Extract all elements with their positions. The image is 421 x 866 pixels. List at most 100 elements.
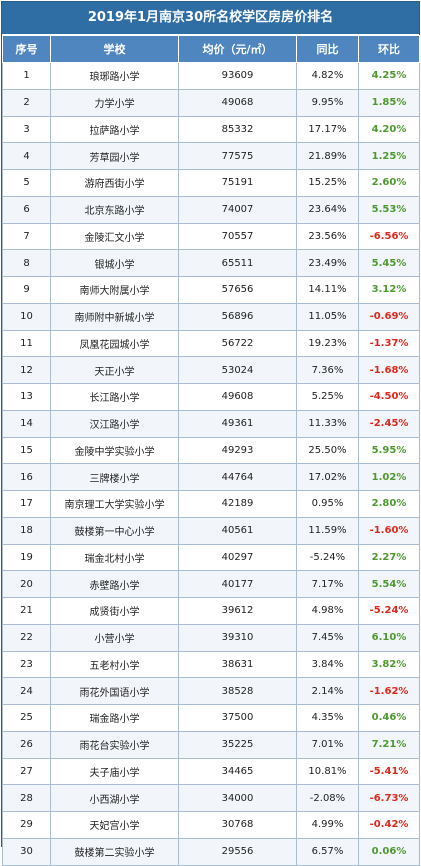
mom-cell: -4.50%: [358, 383, 420, 411]
table-row: 4 芳草园小学 77575 21.89% 1.25%: [2, 142, 420, 170]
school-cell: 瑞金北村小学: [50, 543, 179, 572]
price-cell: 49361: [178, 409, 297, 438]
yoy-cell: 7.36%: [296, 356, 359, 384]
ranking-table: 序号 学校 均价（元/㎡） 同比 环比 1 琅琊路小学 93609 4.82% 4.25…: [2, 35, 420, 866]
rank-cell: 8: [2, 249, 51, 277]
school-cell: 琅琊路小学: [50, 62, 179, 90]
price-cell: 34465: [178, 757, 297, 786]
table-row: 21 成贤街小学 39612 4.98% -5.24%: [2, 597, 420, 625]
school-cell: 天妃宫小学: [50, 811, 179, 839]
table-row: 7 金陵汇文小学 70557 23.56% -6.56%: [2, 222, 420, 251]
price-cell: 56896: [178, 302, 297, 331]
school-cell: 金陵中学实验小学: [50, 436, 179, 465]
table-row: 25 瑞金路小学 37500 4.35% 0.46%: [2, 704, 420, 732]
yoy-cell: 0.95%: [296, 490, 359, 518]
rank-cell: 17: [2, 490, 51, 518]
school-cell: 游府西街小学: [50, 169, 179, 197]
mom-cell: -0.42%: [358, 811, 420, 839]
school-cell: 银城小学: [50, 249, 179, 277]
header-rank: 序号: [2, 35, 51, 63]
yoy-cell: -5.24%: [296, 543, 359, 572]
rank-cell: 28: [2, 784, 51, 812]
table-row: 26 雨花台实验小学 35225 7.01% 7.21%: [2, 730, 420, 759]
table-title: 2019年1月南京30所名校学区房房价排名: [2, 2, 419, 35]
school-cell: 赤壁路小学: [50, 570, 179, 598]
yoy-cell: 23.64%: [296, 195, 359, 224]
rank-cell: 3: [2, 115, 51, 144]
yoy-cell: 9.95%: [296, 88, 359, 117]
mom-cell: 5.95%: [358, 436, 420, 465]
mom-cell: 2.80%: [358, 490, 420, 518]
yoy-cell: 4.35%: [296, 704, 359, 732]
table-row: 17 南京理工大学实验小学 42189 0.95% 2.80%: [2, 490, 420, 518]
rank-cell: 26: [2, 730, 51, 759]
rank-cell: 29: [2, 811, 51, 839]
table-row: 24 雨花外国语小学 38528 2.14% -1.62%: [2, 677, 420, 705]
rank-cell: 2: [2, 88, 51, 117]
rank-cell: 18: [2, 516, 51, 545]
mom-cell: -1.68%: [358, 356, 420, 384]
header-mom: 环比: [358, 35, 420, 63]
school-cell: 南京理工大学实验小学: [50, 490, 179, 518]
yoy-cell: 23.49%: [296, 249, 359, 277]
table-row: 20 赤壁路小学 40177 7.17% 5.54%: [2, 570, 420, 598]
price-cell: 38631: [178, 650, 297, 679]
yoy-cell: 14.11%: [296, 276, 359, 304]
table-row: 29 天妃宫小学 30768 4.99% -0.42%: [2, 811, 420, 839]
school-cell: 成贤街小学: [50, 597, 179, 625]
mom-cell: 3.12%: [358, 276, 420, 304]
mom-cell: 1.02%: [358, 463, 420, 491]
table-row: 19 瑞金北村小学 40297 -5.24% 2.27%: [2, 543, 420, 572]
yoy-cell: 11.05%: [296, 302, 359, 331]
price-cell: 42189: [178, 490, 297, 518]
price-cell: 35225: [178, 730, 297, 759]
yoy-cell: 25.50%: [296, 436, 359, 465]
rank-cell: 16: [2, 463, 51, 491]
price-cell: 53024: [178, 356, 297, 384]
price-cell: 39612: [178, 597, 297, 625]
yoy-cell: 7.01%: [296, 730, 359, 759]
price-cell: 44764: [178, 463, 297, 491]
mom-cell: -1.60%: [358, 516, 420, 545]
price-cell: 37500: [178, 704, 297, 732]
mom-cell: -5.41%: [358, 757, 420, 786]
school-cell: 金陵汇文小学: [50, 222, 179, 251]
school-cell: 南师大附属小学: [50, 276, 179, 304]
mom-cell: 3.82%: [358, 650, 420, 679]
yoy-cell: 2.14%: [296, 677, 359, 705]
school-cell: 南师附中新城小学: [50, 302, 179, 331]
yoy-cell: 6.57%: [296, 837, 359, 866]
price-cell: 40297: [178, 543, 297, 572]
mom-cell: -5.24%: [358, 597, 420, 625]
yoy-cell: 17.17%: [296, 115, 359, 144]
school-cell: 凤凰花园城小学: [50, 329, 179, 358]
price-cell: 39310: [178, 623, 297, 652]
table-body: 1 琅琊路小学 93609 4.82% 4.25% 2 力学小学 49068 9.95% 1.85…: [2, 62, 420, 866]
table-row: 6 北京东路小学 74007 23.64% 5.53%: [2, 195, 420, 224]
mom-cell: 5.45%: [358, 249, 420, 277]
school-cell: 芳草园小学: [50, 142, 179, 170]
price-cell: 40177: [178, 570, 297, 598]
mom-cell: 2.27%: [358, 543, 420, 572]
school-cell: 长江路小学: [50, 383, 179, 411]
table-row: 2 力学小学 49068 9.95% 1.85%: [2, 88, 420, 117]
table-row: 15 金陵中学实验小学 49293 25.50% 5.95%: [2, 436, 420, 465]
yoy-cell: -2.08%: [296, 784, 359, 812]
mom-cell: -1.62%: [358, 677, 420, 705]
yoy-cell: 4.99%: [296, 811, 359, 839]
rank-cell: 14: [2, 409, 51, 438]
price-cell: 29556: [178, 837, 297, 866]
price-cell: 85332: [178, 115, 297, 144]
table-row: 18 鼓楼第一中心小学 40561 11.59% -1.60%: [2, 516, 420, 545]
school-cell: 瑞金路小学: [50, 704, 179, 732]
table-row: 30 鼓楼第二实验小学 29556 6.57% 0.06%: [2, 837, 420, 866]
school-cell: 雨花台实验小学: [50, 730, 179, 759]
school-cell: 鼓楼第一中心小学: [50, 516, 179, 545]
school-cell: 鼓楼第二实验小学: [50, 837, 179, 866]
yoy-cell: 4.98%: [296, 597, 359, 625]
yoy-cell: 15.25%: [296, 169, 359, 197]
rank-cell: 13: [2, 383, 51, 411]
mom-cell: 2.60%: [358, 169, 420, 197]
mom-cell: 5.53%: [358, 195, 420, 224]
table-row: 28 小西湖小学 34000 -2.08% -6.73%: [2, 784, 420, 812]
